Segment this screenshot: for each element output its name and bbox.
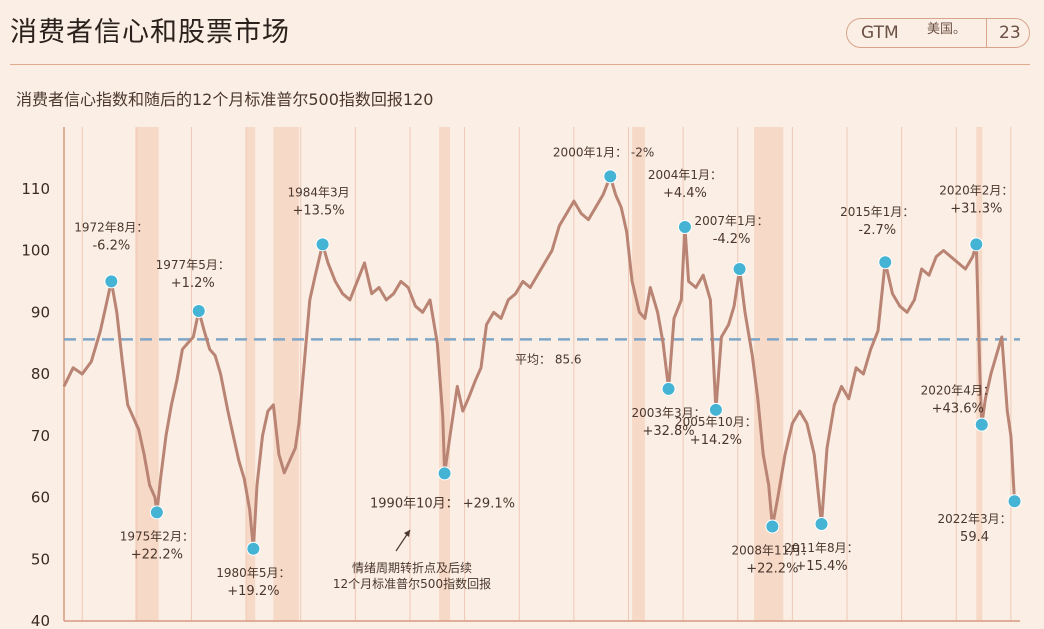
turning-point-return: +1.2% bbox=[171, 276, 215, 291]
turning-point-dot bbox=[246, 541, 261, 556]
recession-band bbox=[135, 127, 159, 621]
average-label: 平均： 85.6 bbox=[515, 352, 582, 366]
turning-point-dot bbox=[732, 262, 747, 277]
turning-point-date: 2004年1月： bbox=[648, 168, 722, 182]
turning-point-dot bbox=[661, 381, 676, 396]
turning-point-dot bbox=[708, 402, 723, 417]
turning-point-return: +32.8% bbox=[642, 424, 694, 439]
turning-point-return: +14.2% bbox=[690, 433, 742, 448]
turning-point-return: +15.4% bbox=[795, 559, 847, 574]
y-tick-label: 50 bbox=[31, 550, 50, 568]
badge-page-number: 23 bbox=[999, 23, 1021, 43]
turning-point-return: -4.2% bbox=[713, 232, 751, 247]
recession-band bbox=[273, 127, 299, 621]
recession-band bbox=[439, 127, 451, 621]
turning-point-date: 2008年11月： bbox=[731, 544, 813, 558]
y-tick-label: 100 bbox=[21, 242, 50, 260]
badge-gtm: GTM bbox=[861, 23, 899, 43]
turning-point-dot bbox=[969, 237, 984, 252]
y-tick-label: 70 bbox=[31, 427, 50, 445]
y-tick-label: 60 bbox=[31, 489, 50, 507]
turning-point-return: +31.3% bbox=[950, 201, 1002, 216]
note-line-2: 12个月标准普尔500指数回报 bbox=[333, 576, 491, 591]
turning-point-date: 2015年1月： bbox=[840, 205, 914, 219]
y-tick-label: 80 bbox=[31, 365, 50, 383]
turning-point-return: -6.2% bbox=[92, 238, 130, 253]
turning-point-date: 2022年3月： bbox=[937, 512, 1011, 526]
recession-band bbox=[632, 127, 645, 621]
turning-point-date: 2005年10月： bbox=[675, 415, 757, 429]
turning-point-dot bbox=[149, 505, 164, 520]
turning-point-return: -2.7% bbox=[858, 223, 896, 238]
turning-point-date: 2020年4月： bbox=[921, 384, 995, 398]
chart-subtitle: 消费者信心指数和随后的12个月标准普尔500指数回报120 bbox=[16, 90, 434, 109]
recession-band bbox=[246, 127, 256, 621]
turning-point-dot bbox=[974, 417, 989, 432]
turning-point-dot bbox=[878, 255, 893, 270]
turning-point-dot bbox=[191, 304, 206, 319]
turning-point-date: 2007年1月： bbox=[694, 214, 768, 228]
page-badge: GTM 美国。 23 bbox=[846, 18, 1030, 48]
turning-point-date: 2020年2月： bbox=[939, 183, 1013, 197]
turning-point-dot bbox=[1007, 494, 1022, 509]
badge-region: 美国。 bbox=[923, 18, 987, 48]
turning-point-dot bbox=[814, 517, 829, 532]
turning-point-return: 59.4 bbox=[960, 530, 989, 545]
turning-point-date: 2000年1月： -2% bbox=[553, 145, 654, 159]
turning-point-dot bbox=[437, 466, 452, 481]
note-line-1: 情绪周期转折点及后续 bbox=[352, 560, 472, 575]
turning-point-return: +22.2% bbox=[746, 562, 798, 577]
turning-point-date: 1980年5月： bbox=[216, 566, 290, 580]
note-arrowhead bbox=[404, 530, 410, 537]
turning-point-return: +22.2% bbox=[131, 547, 183, 562]
turning-point-dot bbox=[765, 519, 780, 534]
recession-band bbox=[754, 127, 784, 621]
turning-point-date: 2011年8月： bbox=[784, 541, 858, 555]
y-tick-label: 110 bbox=[21, 180, 50, 198]
turning-point-date: 1975年2月： bbox=[120, 529, 194, 543]
turning-point-dot bbox=[677, 220, 692, 235]
turning-point-date: 1972年8月： bbox=[74, 220, 148, 234]
turning-point-date: 1977年5月： bbox=[156, 258, 230, 272]
turning-point-return: +4.4% bbox=[663, 186, 707, 201]
page-title: 消费者信心和股票市场 bbox=[10, 17, 290, 48]
turning-point-return: +43.6% bbox=[932, 402, 984, 417]
header-divider bbox=[10, 64, 1030, 65]
turning-point-return: +19.2% bbox=[227, 584, 279, 599]
turning-point-date: 2003年3月： bbox=[631, 406, 705, 420]
y-tick-label: 40 bbox=[31, 612, 50, 629]
turning-point-dot bbox=[603, 169, 618, 184]
turning-point-date: 1984年3月 bbox=[287, 185, 349, 199]
turning-point-return: +13.5% bbox=[292, 203, 344, 218]
turning-point-dot bbox=[315, 237, 330, 252]
turning-point-date: 1990年10月： +29.1% bbox=[370, 496, 515, 511]
confidence-series-line bbox=[62, 174, 1016, 551]
y-tick-label: 90 bbox=[31, 303, 50, 321]
turning-point-dot bbox=[104, 274, 119, 289]
